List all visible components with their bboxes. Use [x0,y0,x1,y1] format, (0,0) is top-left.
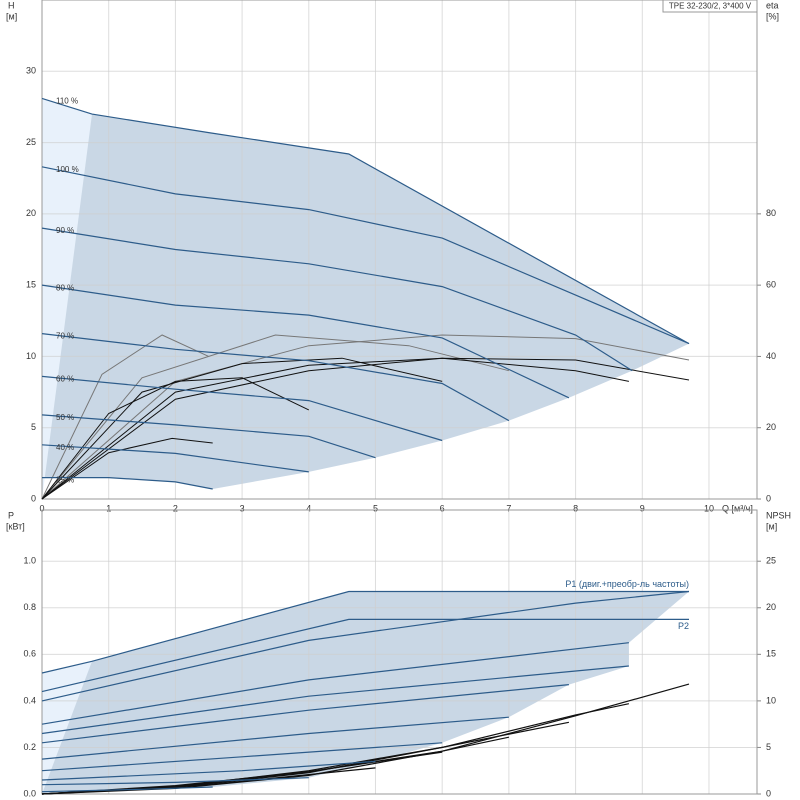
series-label: 80 % [56,283,74,292]
y-axis-unit: [кВт] [6,521,25,531]
y2-tick-label: 80 [766,208,776,218]
x-tick-label: 3 [240,503,245,513]
curve [41,284,570,399]
operating-area [42,98,689,490]
chart-title: TPE 32-230/2, 3*400 V [669,2,752,11]
series-label: 50 % [56,413,74,422]
curve [41,414,376,459]
curve [41,357,690,500]
x-tick-label: 1 [106,503,111,513]
y2-tick-label: 0 [766,493,771,503]
x-tick-label: 10 [704,503,714,513]
curve [41,444,309,473]
curve [41,375,443,442]
curve [41,590,689,674]
curve [41,742,443,772]
series-label: 60 % [56,374,74,383]
y2-axis-title: NPSH [766,510,791,520]
y-tick-label: 0.6 [23,649,36,659]
series-label: P1 (двиг.+преобр-ль частоты) [565,579,689,589]
y-axis-unit: [м] [6,11,17,21]
curve [41,437,213,500]
x-tick-label: 7 [506,503,511,513]
y2-tick-label: 0 [766,788,771,798]
series-label: 100 % [56,165,79,174]
y2-axis-title: eta [766,0,779,10]
y2-axis-unit: [м] [766,521,777,531]
y2-axis-unit: [%] [766,11,779,21]
x-tick-label: 8 [573,503,578,513]
series-label: 40 % [56,443,74,452]
light-area [42,661,93,794]
y-tick-label: 30 [26,66,36,76]
x-tick-label: 6 [440,503,445,513]
y2-tick-label: 15 [766,649,776,659]
y2-tick-label: 20 [766,602,776,612]
curve [41,618,689,693]
series-label: 70 % [56,332,74,341]
y2-tick-label: 25 [766,556,776,566]
curve [41,334,510,500]
curve [41,227,633,372]
x-axis-title: Q [м³/ч] [722,503,753,513]
y-tick-label: 0 [31,493,36,503]
y-tick-label: 5 [31,422,36,432]
y2-tick-label: 20 [766,422,776,432]
curve [41,97,690,345]
curve [41,334,690,500]
x-tick-label: 5 [373,503,378,513]
curve [41,716,509,760]
y2-tick-label: 60 [766,280,776,290]
y-tick-label: 10 [26,351,36,361]
y-tick-label: 0.4 [23,695,36,705]
y-tick-label: 25 [26,137,36,147]
plot-frame [41,509,758,795]
y-axis-title: P [8,510,14,520]
x-tick-label: 4 [306,503,311,513]
title-box [662,0,758,13]
curve [41,786,213,793]
curve [41,684,569,744]
curve [41,642,629,725]
y-tick-label: 0.8 [23,602,36,612]
y-tick-label: 1.0 [23,556,36,566]
series-label: 110 % [56,96,78,105]
curve [42,477,213,490]
y-tick-label: 20 [26,208,36,218]
x-tick-label: 2 [173,503,178,513]
curve [41,760,376,781]
y-tick-label: 15 [26,280,36,290]
y-tick-label: 0.0 [23,788,36,798]
curve [41,777,309,786]
x-tick-label: 9 [640,503,645,513]
curve [41,357,629,500]
y-axis-title: H [8,0,15,10]
curve [41,357,443,500]
series-label: P2 [678,621,689,631]
y2-tick-label: 10 [766,695,776,705]
curve [41,665,629,735]
series-label: 25 % [56,476,74,485]
y2-tick-label: 40 [766,351,776,361]
y2-tick-label: 5 [766,742,771,752]
plot-frame [41,0,758,500]
x-tick-label: 0 [39,503,44,513]
series-label: 90 % [56,226,74,235]
light-area [42,98,93,500]
curve [41,590,690,702]
curve [41,333,510,422]
curve [41,334,209,500]
curve [41,166,690,345]
curve [41,377,310,500]
y-tick-label: 0.2 [23,742,36,752]
